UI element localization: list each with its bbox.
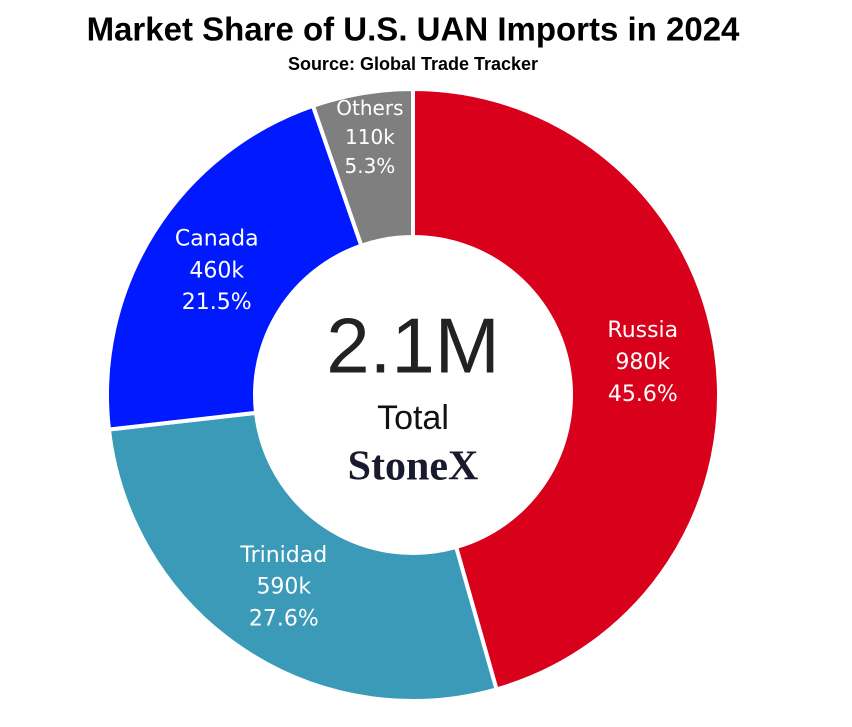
slice [310,86,415,249]
value-label: 5.3% [345,154,396,178]
logo: StoneX [348,444,479,490]
volume-label: 590k [256,575,311,600]
slice-label: Others [336,96,403,120]
slice [105,103,364,432]
chart-title: Market Share of U.S. UAN Imports in 2024 [87,11,740,48]
chart-subtitle: Source: Global Trade Tracker [288,54,538,74]
volume-label: 460k [189,258,244,283]
value-label: 21.5% [182,290,252,315]
slice [106,410,499,703]
donut: Russia 980k 45.6% Trinidad 590k 27.6% Canada 46… [105,86,721,703]
value-label: 27.6% [249,607,319,632]
slice-label: Trinidad [239,543,327,568]
slice-label: Canada [175,226,259,251]
total-caption: Total [377,399,449,437]
volume-label: 110k [345,125,395,149]
slice [411,86,721,692]
slice-label: Russia [607,318,678,343]
total-value: 2.1M [326,302,499,390]
volume-label: 980k [615,350,670,375]
value-label: 45.6% [608,382,678,407]
